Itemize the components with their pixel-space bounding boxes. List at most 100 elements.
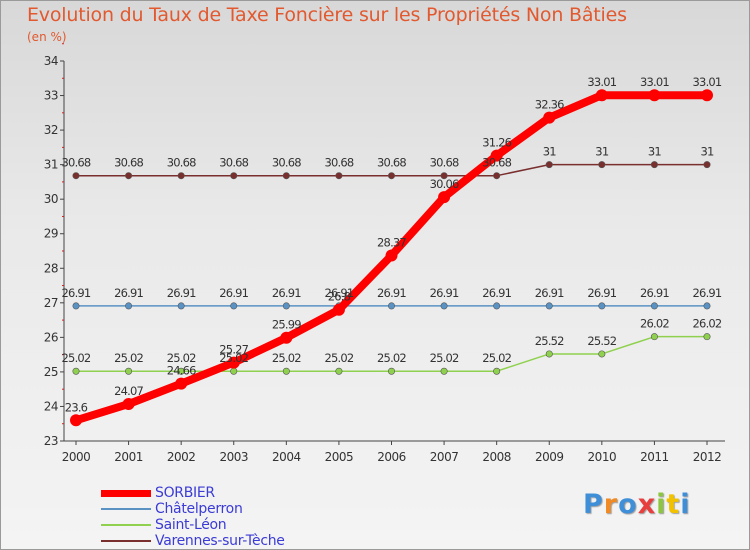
legend-label: Saint-Léon — [155, 517, 227, 533]
data-point — [230, 172, 238, 180]
x-tick-label: 2003 — [219, 450, 248, 464]
data-point — [282, 172, 290, 180]
data-point — [650, 333, 658, 341]
data-label: 26.91 — [167, 286, 196, 300]
data-point — [282, 367, 290, 375]
y-tick-label: 28 — [44, 261, 58, 275]
data-label: 25.02 — [482, 351, 511, 365]
x-tick-label: 2001 — [114, 450, 143, 464]
data-label: 26.91 — [640, 286, 669, 300]
data-label: 24.66 — [167, 364, 196, 378]
data-label: 30.68 — [430, 156, 459, 170]
data-point — [650, 302, 658, 310]
logo-letter: o — [618, 489, 638, 520]
x-tick-label: 2010 — [588, 450, 617, 464]
data-point — [125, 367, 133, 375]
data-label: 26.91 — [535, 286, 564, 300]
data-label: 25.02 — [272, 351, 301, 365]
data-label: 24.07 — [114, 384, 143, 398]
data-point — [177, 172, 185, 180]
y-tick-label: 32 — [44, 123, 58, 137]
data-label: 31 — [700, 145, 714, 159]
data-point — [598, 350, 606, 358]
data-point — [332, 303, 345, 316]
data-point — [230, 302, 238, 310]
data-label: 33.01 — [587, 75, 616, 89]
data-point — [701, 89, 713, 102]
data-label: 23.6 — [65, 400, 88, 414]
data-label: 25.52 — [587, 334, 616, 348]
proxiti-logo: Proxiti — [583, 489, 691, 520]
data-point — [493, 367, 501, 375]
data-label: 30.06 — [430, 177, 459, 191]
data-point — [227, 356, 240, 369]
legend: SORBIER Châtelperron Saint-Léon Varennes-su… — [101, 485, 285, 549]
data-point — [72, 172, 80, 180]
data-point — [125, 172, 133, 180]
data-point — [703, 302, 711, 310]
data-point — [648, 89, 661, 102]
data-point — [438, 191, 451, 204]
data-label: 26.91 — [219, 286, 248, 300]
data-point — [177, 302, 185, 310]
x-tick-label: 2007 — [430, 450, 459, 464]
legend-label: Varennes-sur-Tèche — [155, 533, 285, 549]
data-point — [493, 302, 501, 310]
y-tick-label: 31 — [44, 158, 58, 172]
data-label: 26.02 — [640, 317, 669, 331]
legend-item: SORBIER — [101, 485, 285, 501]
legend-label: Châtelperron — [155, 501, 243, 517]
legend-swatch — [101, 508, 151, 510]
data-label: 25.02 — [377, 351, 406, 365]
data-label: 25.02 — [114, 351, 143, 365]
data-point — [387, 367, 395, 375]
data-label: 30.68 — [219, 156, 248, 170]
data-point — [280, 331, 293, 344]
data-point — [335, 172, 343, 180]
legend-swatch — [101, 540, 151, 542]
data-label: 26.91 — [587, 286, 616, 300]
data-label: 33.01 — [640, 75, 669, 89]
data-label: 26.91 — [114, 286, 143, 300]
logo-letter: P — [583, 489, 604, 520]
data-point — [387, 302, 395, 310]
chart-unit-label: (en %) — [27, 30, 67, 44]
data-label: 28.37 — [377, 235, 406, 249]
data-point — [440, 172, 448, 180]
x-tick-label: 2008 — [482, 450, 511, 464]
data-label: 25.27 — [219, 343, 248, 357]
data-point — [70, 414, 82, 427]
data-label: 25.02 — [324, 351, 353, 365]
x-tick-label: 2012 — [693, 450, 722, 464]
data-point — [543, 111, 556, 124]
data-label: 25.02 — [430, 351, 459, 365]
data-label: 26.8 — [328, 290, 351, 304]
y-tick-label: 27 — [44, 296, 58, 310]
data-point — [703, 333, 711, 341]
data-label: 26.91 — [693, 286, 722, 300]
data-label: 30.68 — [324, 156, 353, 170]
data-point — [282, 302, 290, 310]
data-point — [177, 367, 185, 375]
line-chart: 23 24 25 26 27 28 29 30 31 32 33 34 2000 2001 2002 2003… — [44, 43, 725, 464]
data-point — [545, 161, 553, 169]
data-label: 25.99 — [272, 318, 301, 332]
logo-letter: r — [603, 489, 619, 520]
data-label: 30.68 — [114, 156, 143, 170]
data-point — [125, 302, 133, 310]
data-label: 26.91 — [482, 286, 511, 300]
data-label: 30.68 — [62, 156, 91, 170]
data-label: 31 — [648, 145, 662, 159]
data-point — [598, 302, 606, 310]
y-tick-label: 26 — [44, 330, 58, 344]
chart-title: Evolution du Taux de Taxe Foncière sur l… — [27, 4, 627, 26]
data-label: 31.26 — [482, 136, 511, 150]
data-label: 26.91 — [430, 286, 459, 300]
y-tick-label: 23 — [44, 434, 58, 448]
data-label: 30.68 — [377, 156, 406, 170]
data-label: 25.52 — [535, 334, 564, 348]
data-point — [72, 367, 80, 375]
data-point — [72, 302, 80, 310]
data-label: 30.68 — [272, 156, 301, 170]
